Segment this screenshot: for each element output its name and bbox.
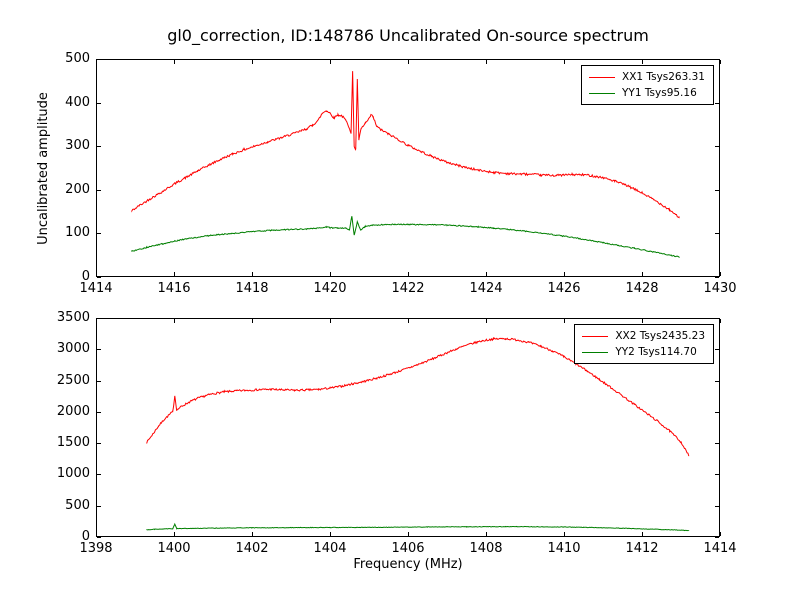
x-tick-label: 1414 <box>79 281 113 296</box>
legend-line-swatch <box>582 351 609 353</box>
x-tick-label: 1420 <box>313 281 347 296</box>
x-tick-label: 1418 <box>235 281 269 296</box>
legend: XX1 Tsys263.31 YY1 Tsys95.16 <box>581 65 714 105</box>
y-axis-label: Uncalibrated amplitude <box>32 59 54 277</box>
y-tick-label: 400 <box>65 94 90 110</box>
x-tick-label: 1426 <box>547 281 581 296</box>
x-tick-label: 1422 <box>391 281 425 296</box>
series-line <box>131 71 680 219</box>
y-tick-label: 3500 <box>56 310 90 325</box>
x-tick-label: 1402 <box>235 541 269 556</box>
x-tick-label: 1428 <box>625 281 659 296</box>
y-tick-label: 1000 <box>56 466 90 482</box>
subplot-bottom: 1398 1400 1402 1404 1406 1408 1410 1412 1414 0 500… <box>57 310 737 556</box>
y-tick-label: 500 <box>65 497 90 513</box>
y-tick-label: 0 <box>81 269 90 284</box>
x-tick-label: 1398 <box>79 541 113 556</box>
y-axis-label-text: Uncalibrated amplitude <box>35 91 51 245</box>
x-tick-label: 1416 <box>157 281 191 296</box>
legend-label: XX2 Tsys2435.23 <box>615 330 705 342</box>
y-tick-label: 500 <box>65 51 90 66</box>
legend-entry: YY2 Tsys114.70 <box>582 344 705 360</box>
y-tick-label: 0 <box>81 529 90 544</box>
legend-label: YY2 Tsys114.70 <box>615 346 697 358</box>
x-tick-label: 1408 <box>469 541 503 556</box>
x-axis-label: Frequency (MHz) <box>353 557 463 572</box>
y-tick-label: 2500 <box>56 372 90 388</box>
series-line <box>131 216 680 259</box>
x-tick-label: 1404 <box>313 541 347 556</box>
series-line <box>146 522 690 532</box>
legend: XX2 Tsys2435.23 YY2 Tsys114.70 <box>574 324 714 364</box>
subplot-top: 1414 1416 1418 1420 1422 1424 1426 1428 1430 0 100… <box>65 51 736 296</box>
legend-entry: YY1 Tsys95.16 <box>589 85 705 101</box>
y-tick-label: 200 <box>65 181 90 197</box>
y-tick-label: 3000 <box>56 341 90 357</box>
series-line <box>146 336 690 457</box>
x-tick-label: 1424 <box>469 281 503 296</box>
x-tick-label: 1410 <box>547 541 581 556</box>
plot-title: gl0_correction, ID:148786 Uncalibrated O… <box>167 26 649 45</box>
legend-entry: XX1 Tsys263.31 <box>589 69 705 85</box>
legend-line-swatch <box>589 92 616 94</box>
x-tick-label: 1412 <box>625 541 659 556</box>
x-tick-label: 1406 <box>391 541 425 556</box>
y-tick-label: 100 <box>65 225 90 241</box>
y-tick-label: 2000 <box>56 403 90 419</box>
legend-line-swatch <box>582 335 609 337</box>
y-tick-label: 1500 <box>56 435 90 451</box>
legend-line-swatch <box>589 76 616 78</box>
x-tick-label: 1400 <box>157 541 191 556</box>
x-tick-label: 1430 <box>703 281 737 296</box>
x-tick-label: 1414 <box>703 541 737 556</box>
legend-label: XX1 Tsys263.31 <box>622 71 705 83</box>
y-tick-label: 300 <box>65 138 90 154</box>
legend-label: YY1 Tsys95.16 <box>622 87 697 99</box>
legend-entry: XX2 Tsys2435.23 <box>582 328 705 344</box>
